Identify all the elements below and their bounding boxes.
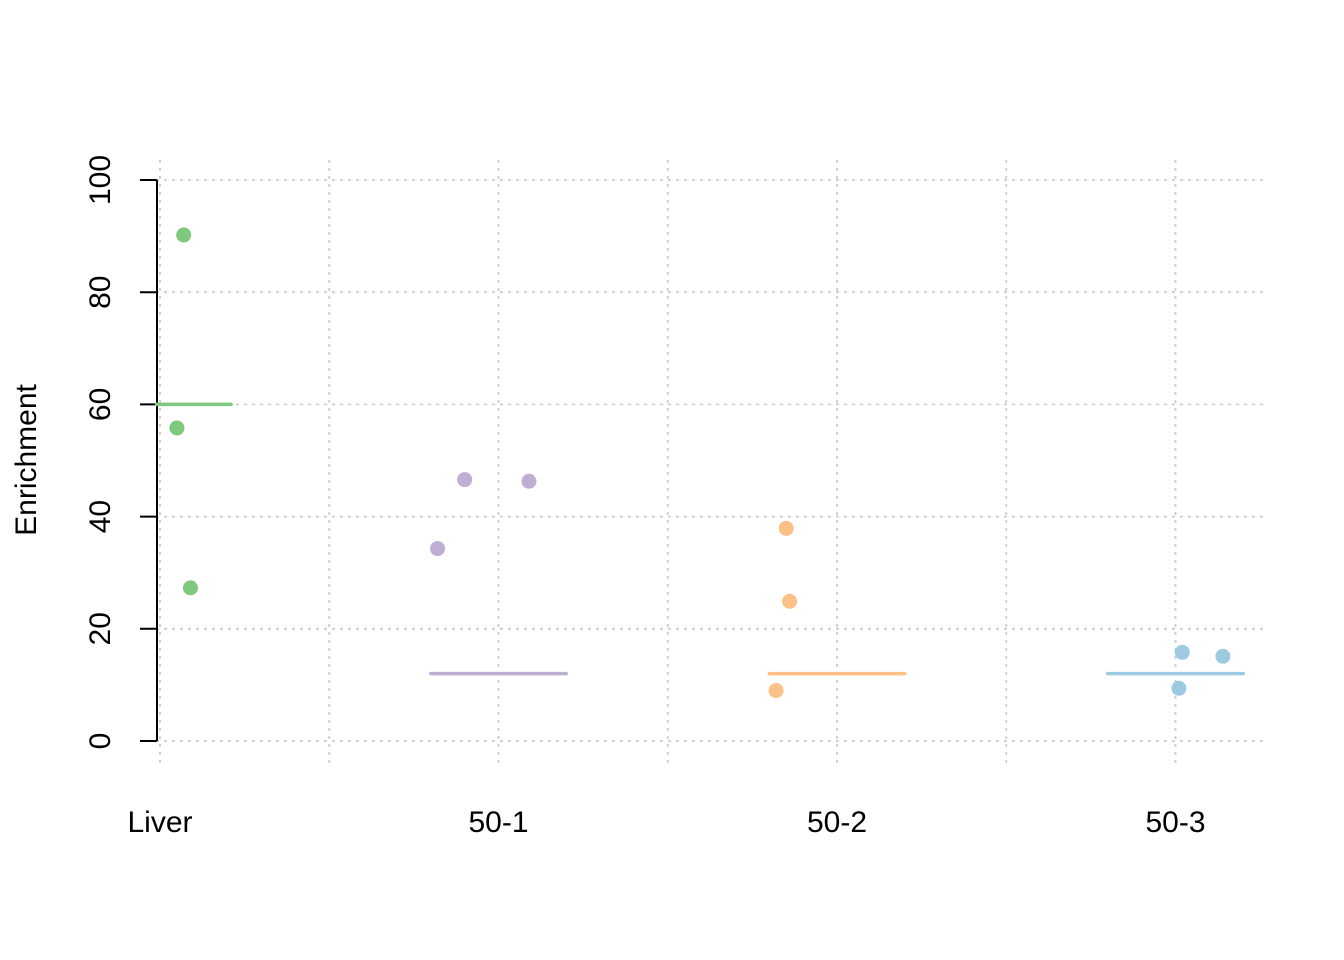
y-axis: 0 20 40 60 80 100 [84, 155, 158, 750]
data-points [169, 227, 1231, 699]
category-labels: Liver 50-1 50-2 50-3 [127, 806, 1205, 839]
y-tick-label: 0 [84, 733, 117, 750]
data-point [778, 520, 794, 536]
data-point [1174, 644, 1190, 660]
data-point [768, 683, 784, 699]
grid-layer [140, 160, 1264, 765]
y-tick-label: 20 [84, 612, 117, 645]
y-tick-label: 40 [84, 500, 117, 533]
data-point [176, 227, 192, 243]
x-category-label: 50-3 [1145, 806, 1205, 839]
y-tick-label: 60 [84, 388, 117, 421]
data-point [457, 472, 473, 488]
y-axis-title: Enrichment [10, 383, 43, 535]
data-point [1215, 648, 1231, 664]
y-tick-label: 100 [84, 155, 117, 205]
data-point [521, 473, 537, 489]
x-category-label: Liver [127, 806, 192, 839]
data-point [782, 593, 798, 609]
y-tick-label: 80 [84, 276, 117, 309]
x-category-label: 50-1 [468, 806, 528, 839]
data-point [1171, 680, 1187, 696]
data-point [182, 580, 198, 596]
data-point [169, 420, 185, 436]
x-category-label: 50-2 [807, 806, 867, 839]
data-point [430, 541, 446, 557]
reference-lines [154, 402, 1245, 676]
